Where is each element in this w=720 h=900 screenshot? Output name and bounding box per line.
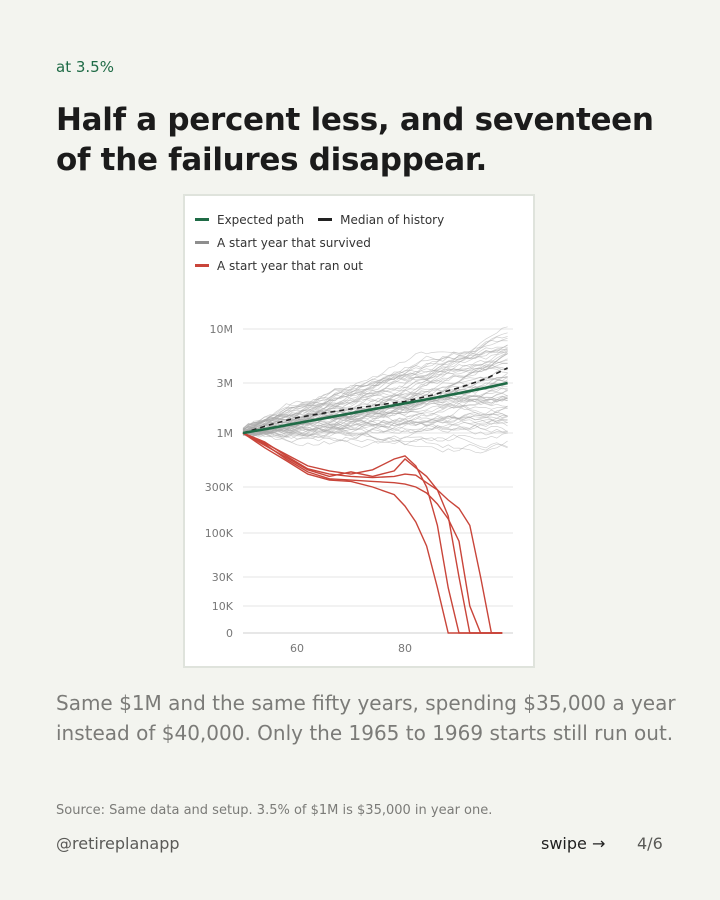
x-tick-label: 80 xyxy=(398,642,412,655)
legend-survived-label: A start year that survived xyxy=(217,235,371,250)
ranout-path-line xyxy=(242,432,503,634)
survived-path xyxy=(242,353,508,433)
kicker: at 3.5% xyxy=(56,58,114,76)
page-indicator: 4/6 xyxy=(637,834,663,853)
survived-path xyxy=(242,364,508,433)
y-tick-label: 10K xyxy=(212,600,234,613)
ranout-path-line xyxy=(242,432,503,634)
legend-expected-swatch xyxy=(195,218,209,221)
survived-path xyxy=(242,395,508,436)
survived-path xyxy=(242,416,508,436)
source-note: Source: Same data and setup. 3.5% of $1M… xyxy=(56,803,493,818)
survived-path xyxy=(242,407,508,439)
survived-path xyxy=(242,427,508,442)
survived-path xyxy=(242,348,508,434)
ranout-path-line xyxy=(242,432,503,634)
survived-path xyxy=(242,415,508,442)
legend-median-swatch xyxy=(318,218,333,221)
survived-path xyxy=(243,430,508,449)
chart-legend: Expected path Median of history A start … xyxy=(195,208,458,277)
survived-paths xyxy=(242,326,508,454)
survived-path xyxy=(242,346,508,434)
legend-median-label: Median of history xyxy=(340,212,445,227)
legend-ranout-label: A start year that ran out xyxy=(217,258,363,273)
y-tick-label: 10M xyxy=(210,323,234,336)
chart-card: 10M 3M 1M 300K 100K 30K 10K 0 60 80 Expected path… xyxy=(183,194,535,668)
survived-path xyxy=(242,421,508,440)
survived-path xyxy=(242,376,508,435)
median-history-line xyxy=(242,367,508,434)
legend-ranout: A start year that ran out xyxy=(195,259,363,273)
y-tick-label: 300K xyxy=(205,481,234,494)
legend-survived: A start year that survived xyxy=(195,236,371,250)
legend-survived-swatch xyxy=(195,241,209,244)
survived-path xyxy=(242,399,508,437)
legend-ranout-swatch xyxy=(195,264,209,267)
survived-path xyxy=(242,392,508,435)
y-tick-label: 30K xyxy=(212,571,234,584)
headline: Half a percent less, and seventeen of th… xyxy=(56,102,654,178)
legend-expected-label: Expected path xyxy=(217,212,305,227)
legend-median: Median of history xyxy=(318,213,444,227)
y-tick-label: 1M xyxy=(217,427,234,440)
chart-svg: 10M 3M 1M 300K 100K 30K 10K 0 60 80 xyxy=(205,323,513,655)
survived-path xyxy=(242,366,508,435)
y-tick-label: 100K xyxy=(205,527,234,540)
account-handle[interactable]: @retireplanapp xyxy=(56,834,180,853)
legend-expected: Expected path xyxy=(195,213,304,227)
y-tick-label: 0 xyxy=(226,627,233,640)
x-tick-label: 60 xyxy=(290,642,304,655)
swipe-hint[interactable]: swipe → xyxy=(541,834,606,853)
y-tick-label: 3M xyxy=(217,377,234,390)
body-text: Same $1M and the same fifty years, spend… xyxy=(56,691,676,745)
survived-path xyxy=(242,421,508,436)
survived-path xyxy=(242,332,508,435)
survived-path xyxy=(243,337,508,430)
expected-path-line xyxy=(242,381,508,435)
